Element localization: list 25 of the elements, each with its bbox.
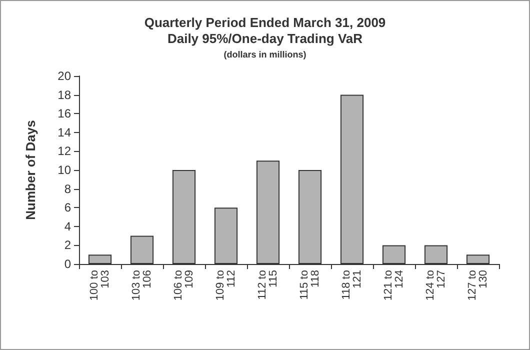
x-tick-label: 124 to 127: [424, 270, 448, 301]
y-tick-label: 10: [58, 163, 72, 177]
y-tick-label: 4: [64, 219, 72, 234]
x-tick-label: 112 to 115: [256, 270, 280, 300]
chart-title: Quarterly Period Ended March 31, 2009: [144, 15, 386, 30]
y-tick-label: 18: [58, 88, 72, 102]
y-tick-label: 6: [64, 200, 72, 215]
x-tick-label: 106 to 109: [172, 270, 196, 301]
y-tick-label: 14: [58, 125, 72, 140]
x-tick-label: 127 to 130: [466, 270, 490, 301]
y-tick-label: 0: [64, 257, 72, 271]
x-tick-label: 109 to 112: [214, 270, 238, 301]
y-tick-label: 2: [64, 238, 72, 252]
chart-subtitle: Daily 95%/One-day Trading VaR: [167, 31, 364, 46]
x-tick-label: 103 to 106: [130, 270, 154, 301]
x-tick-label: 100 to 103: [88, 270, 112, 301]
x-tick-label: 121 to 124: [382, 270, 406, 301]
x-tick-label: 115 to 118: [298, 270, 322, 300]
y-tick-label: 8: [64, 182, 72, 196]
y-tick-label: 12: [58, 144, 72, 158]
x-tick-label: 118 to 121: [340, 270, 364, 300]
y-tick-label: 20: [58, 69, 72, 83]
text: (dollars in millions): [224, 50, 306, 60]
y-tick-label: 16: [58, 106, 72, 121]
y-axis-title: Number of Days: [23, 120, 38, 220]
